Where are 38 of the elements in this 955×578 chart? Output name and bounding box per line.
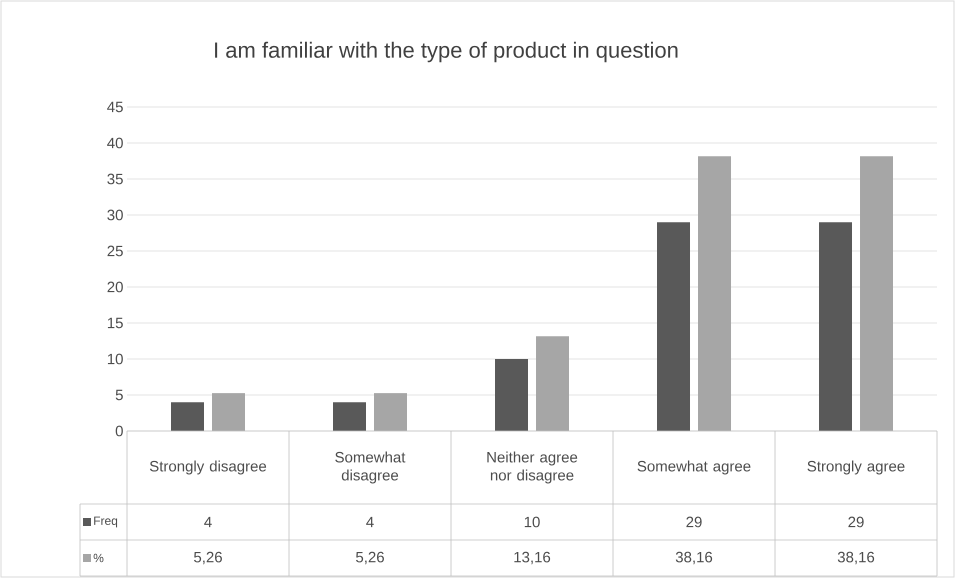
bar	[374, 393, 408, 431]
x-tick-label: Somewhat agree	[638, 460, 750, 474]
bar	[212, 393, 245, 431]
y-tick-label: 35	[107, 174, 123, 184]
x-tick-label: Somewhat disagree	[335, 452, 406, 484]
y-tick-label: 5	[116, 390, 123, 400]
y-tick-label: 30	[107, 210, 123, 220]
data-label: 4	[204, 516, 212, 528]
x-tick-label: Strongly disagree	[150, 460, 266, 474]
data-label: 29	[686, 516, 702, 528]
y-tick-label: 40	[107, 138, 123, 148]
data-label: 13,16	[514, 552, 550, 564]
bar	[657, 222, 690, 431]
data-label: 38,16	[838, 552, 874, 564]
y-tick-label: 45	[107, 102, 123, 112]
chart-title: I am familiar with the type of product in question	[215, 42, 678, 62]
data-label: 5,26	[356, 552, 384, 564]
x-tick-label: Neither agree nor disagree	[487, 452, 578, 484]
data-label: 4	[366, 516, 374, 528]
data-label: 29	[848, 516, 864, 528]
bar	[819, 222, 852, 431]
bar	[860, 156, 894, 431]
bar	[698, 156, 732, 431]
y-tick-label: 0	[116, 426, 123, 436]
bar	[333, 402, 366, 431]
y-tick-label: 15	[108, 318, 123, 328]
y-tick-label: 25	[108, 246, 123, 256]
legend-label: Freq	[94, 516, 118, 528]
bar	[536, 336, 570, 431]
data-label: 10	[524, 516, 540, 528]
bar	[495, 359, 528, 431]
data-label: 5,26	[194, 552, 222, 564]
x-tick-label: Strongly agree	[807, 460, 905, 474]
y-tick-label: 20	[108, 282, 123, 292]
bar	[171, 402, 204, 431]
y-tick-label: 10	[108, 354, 123, 364]
legend-label: %	[94, 554, 104, 562]
data-label: 38,16	[676, 552, 712, 564]
